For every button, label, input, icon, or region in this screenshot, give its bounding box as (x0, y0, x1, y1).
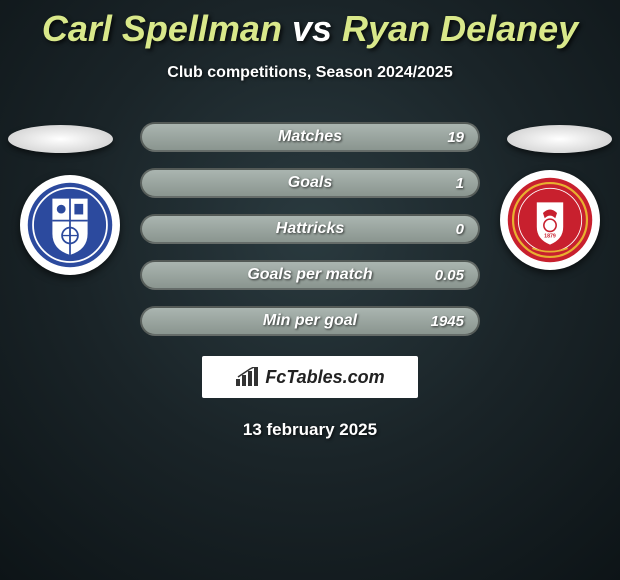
stat-right-value: 1945 (431, 313, 464, 330)
stat-label: Goals per match (247, 266, 372, 284)
tranmere-crest-icon (26, 181, 114, 269)
stat-row: Goals 1 (140, 168, 480, 198)
stat-right-value: 0.05 (435, 267, 464, 284)
stat-row: Hattricks 0 (140, 214, 480, 244)
player1-platform (8, 125, 113, 153)
stat-label: Hattricks (276, 220, 344, 238)
stat-label: Goals (288, 174, 332, 192)
svg-text:1879: 1879 (544, 234, 556, 240)
stats-table: Matches 19 Goals 1 Hattricks 0 Goals per… (140, 122, 480, 336)
stat-row: Goals per match 0.05 (140, 260, 480, 290)
player1-club-crest (20, 175, 120, 275)
player2-platform (507, 125, 612, 153)
vs-label: vs (292, 8, 332, 49)
stat-right-value: 0 (456, 221, 464, 238)
comparison-title: Carl Spellman vs Ryan Delaney (0, 0, 620, 50)
fctables-branding: FcTables.com (202, 356, 418, 398)
stat-row: Min per goal 1945 (140, 306, 480, 336)
season-subtitle: Club competitions, Season 2024/2025 (0, 64, 620, 82)
player2-club-crest: 1879 (500, 170, 600, 270)
stat-label: Matches (278, 128, 342, 146)
stat-row: Matches 19 (140, 122, 480, 152)
stat-right-value: 19 (447, 129, 464, 146)
stat-label: Min per goal (263, 312, 357, 330)
branding-text: FcTables.com (265, 367, 384, 388)
player2-name: Ryan Delaney (342, 8, 578, 49)
swindon-crest-icon: 1879 (506, 176, 594, 264)
player1-name: Carl Spellman (42, 8, 282, 49)
bar-chart-icon (235, 367, 259, 387)
comparison-date: 13 february 2025 (0, 420, 620, 440)
stat-right-value: 1 (456, 175, 464, 192)
